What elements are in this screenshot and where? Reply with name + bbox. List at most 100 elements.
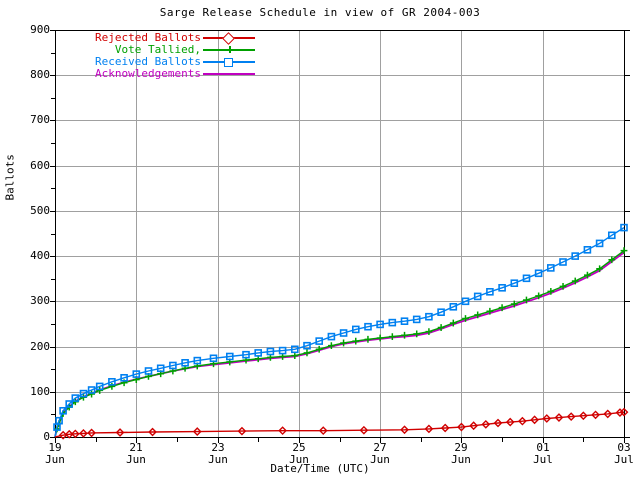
y-tick-right [625,301,630,302]
legend-item[interactable]: Received Ballots [57,56,257,68]
y-tick-major [50,347,55,348]
y-tick-label: 500 [30,204,50,217]
y-tick-major [50,75,55,76]
x-tick-minor [177,438,178,442]
y-tick-label: 700 [30,113,50,126]
plot-area [55,30,624,437]
y-tick-minor [51,53,55,54]
legend-item[interactable]: Vote Tallied, [57,44,257,56]
x-tick-major [136,438,137,443]
x-tick-major [218,438,219,443]
y-tick-major [50,392,55,393]
y-tick-minor [51,414,55,415]
y-tick-right [625,120,630,121]
x-tick-label: 25 Jun [269,442,329,466]
y-tick-right [625,211,630,212]
x-tick-day: 03 [617,441,631,454]
y-tick-right [625,75,630,76]
x-tick-minor [583,438,584,442]
y-tick-label: 100 [30,385,50,398]
y-tick-right [625,392,630,393]
x-tick-minor [258,438,259,442]
legend-label: Rejected Ballots [95,31,201,44]
x-tick-month: Jul [614,453,634,466]
chart-title: Sarge Release Schedule in view of GR 200… [159,6,481,19]
gridline-vertical [461,31,462,437]
gridline-horizontal [56,120,624,121]
legend-label: Acknowledgements [95,67,201,80]
x-tick-label: 27 Jun [350,442,410,466]
y-tick-major [50,120,55,121]
x-tick-major [380,438,381,443]
y-tick-right [625,30,630,31]
y-tick-major [50,166,55,167]
x-tick-day: 19 [48,441,62,454]
axis-frame-top [55,30,625,31]
y-tick-major [50,256,55,257]
x-tick-minor [502,438,503,442]
legend-line-swatch [203,73,255,75]
x-tick-month: Jun [289,453,309,466]
gridline-vertical [299,31,300,437]
y-tick-label: 800 [30,68,50,81]
y-tick-label: 300 [30,294,50,307]
x-tick-label: 03 Jul [594,442,640,466]
x-tick-day: 25 [292,441,306,454]
x-axis-label: Date/Time (UTC) [270,462,370,475]
y-tick-major [50,211,55,212]
gridline-horizontal [56,347,624,348]
y-tick-right [625,347,630,348]
y-tick-minor [51,234,55,235]
legend-marker-diamond [222,32,235,45]
legend-label: Received Ballots [95,55,201,68]
x-tick-label: 19 Jun [25,442,85,466]
gridline-horizontal [56,211,624,212]
axis-frame-right [624,30,625,438]
legend-marker-plus [226,46,233,53]
gridline-vertical [543,31,544,437]
y-tick-minor [51,324,55,325]
gridline-vertical [218,31,219,437]
y-tick-major [50,30,55,31]
x-tick-day: 27 [373,441,387,454]
y-tick-minor [51,188,55,189]
gridline-horizontal [56,166,624,167]
x-tick-major [299,438,300,443]
x-tick-month: Jun [451,453,471,466]
gridline-vertical [380,31,381,437]
x-tick-minor [421,438,422,442]
legend-item[interactable]: Rejected Ballots [57,31,257,45]
x-tick-minor [340,438,341,442]
y-tick-label: 900 [30,23,50,36]
x-tick-minor [96,438,97,442]
y-tick-label: 0 [43,430,50,443]
gridline-vertical [136,31,137,437]
x-tick-label: 29 Jun [431,442,491,466]
x-tick-day: 21 [129,441,143,454]
y-tick-major [50,437,55,438]
x-tick-day: 29 [454,441,468,454]
gridline-horizontal [56,301,624,302]
legend-marker-square [224,58,233,67]
y-tick-labels: 0 100 200 300 400 500 600 700 800 900 [0,0,50,480]
legend-item[interactable]: Acknowledgements [57,68,257,80]
y-tick-right [625,437,630,438]
y-tick-label: 600 [30,159,50,172]
chart-legend: Rejected Ballots Vote Tallied, Received Ba… [57,32,257,80]
x-tick-month: Jun [208,453,228,466]
x-tick-label: 23 Jun [188,442,248,466]
x-tick-label: 01 Jul [513,442,573,466]
y-tick-minor [51,143,55,144]
y-tick-label: 400 [30,249,50,262]
y-tick-minor [51,369,55,370]
x-tick-month: Jul [533,453,553,466]
x-tick-major [461,438,462,443]
legend-label: Vote Tallied, [114,43,201,56]
x-tick-month: Jun [45,453,65,466]
y-tick-minor [51,279,55,280]
x-tick-major [55,438,56,443]
x-tick-day: 01 [536,441,550,454]
axis-frame-bottom [55,437,625,438]
gridline-horizontal [56,392,624,393]
y-tick-right [625,256,630,257]
